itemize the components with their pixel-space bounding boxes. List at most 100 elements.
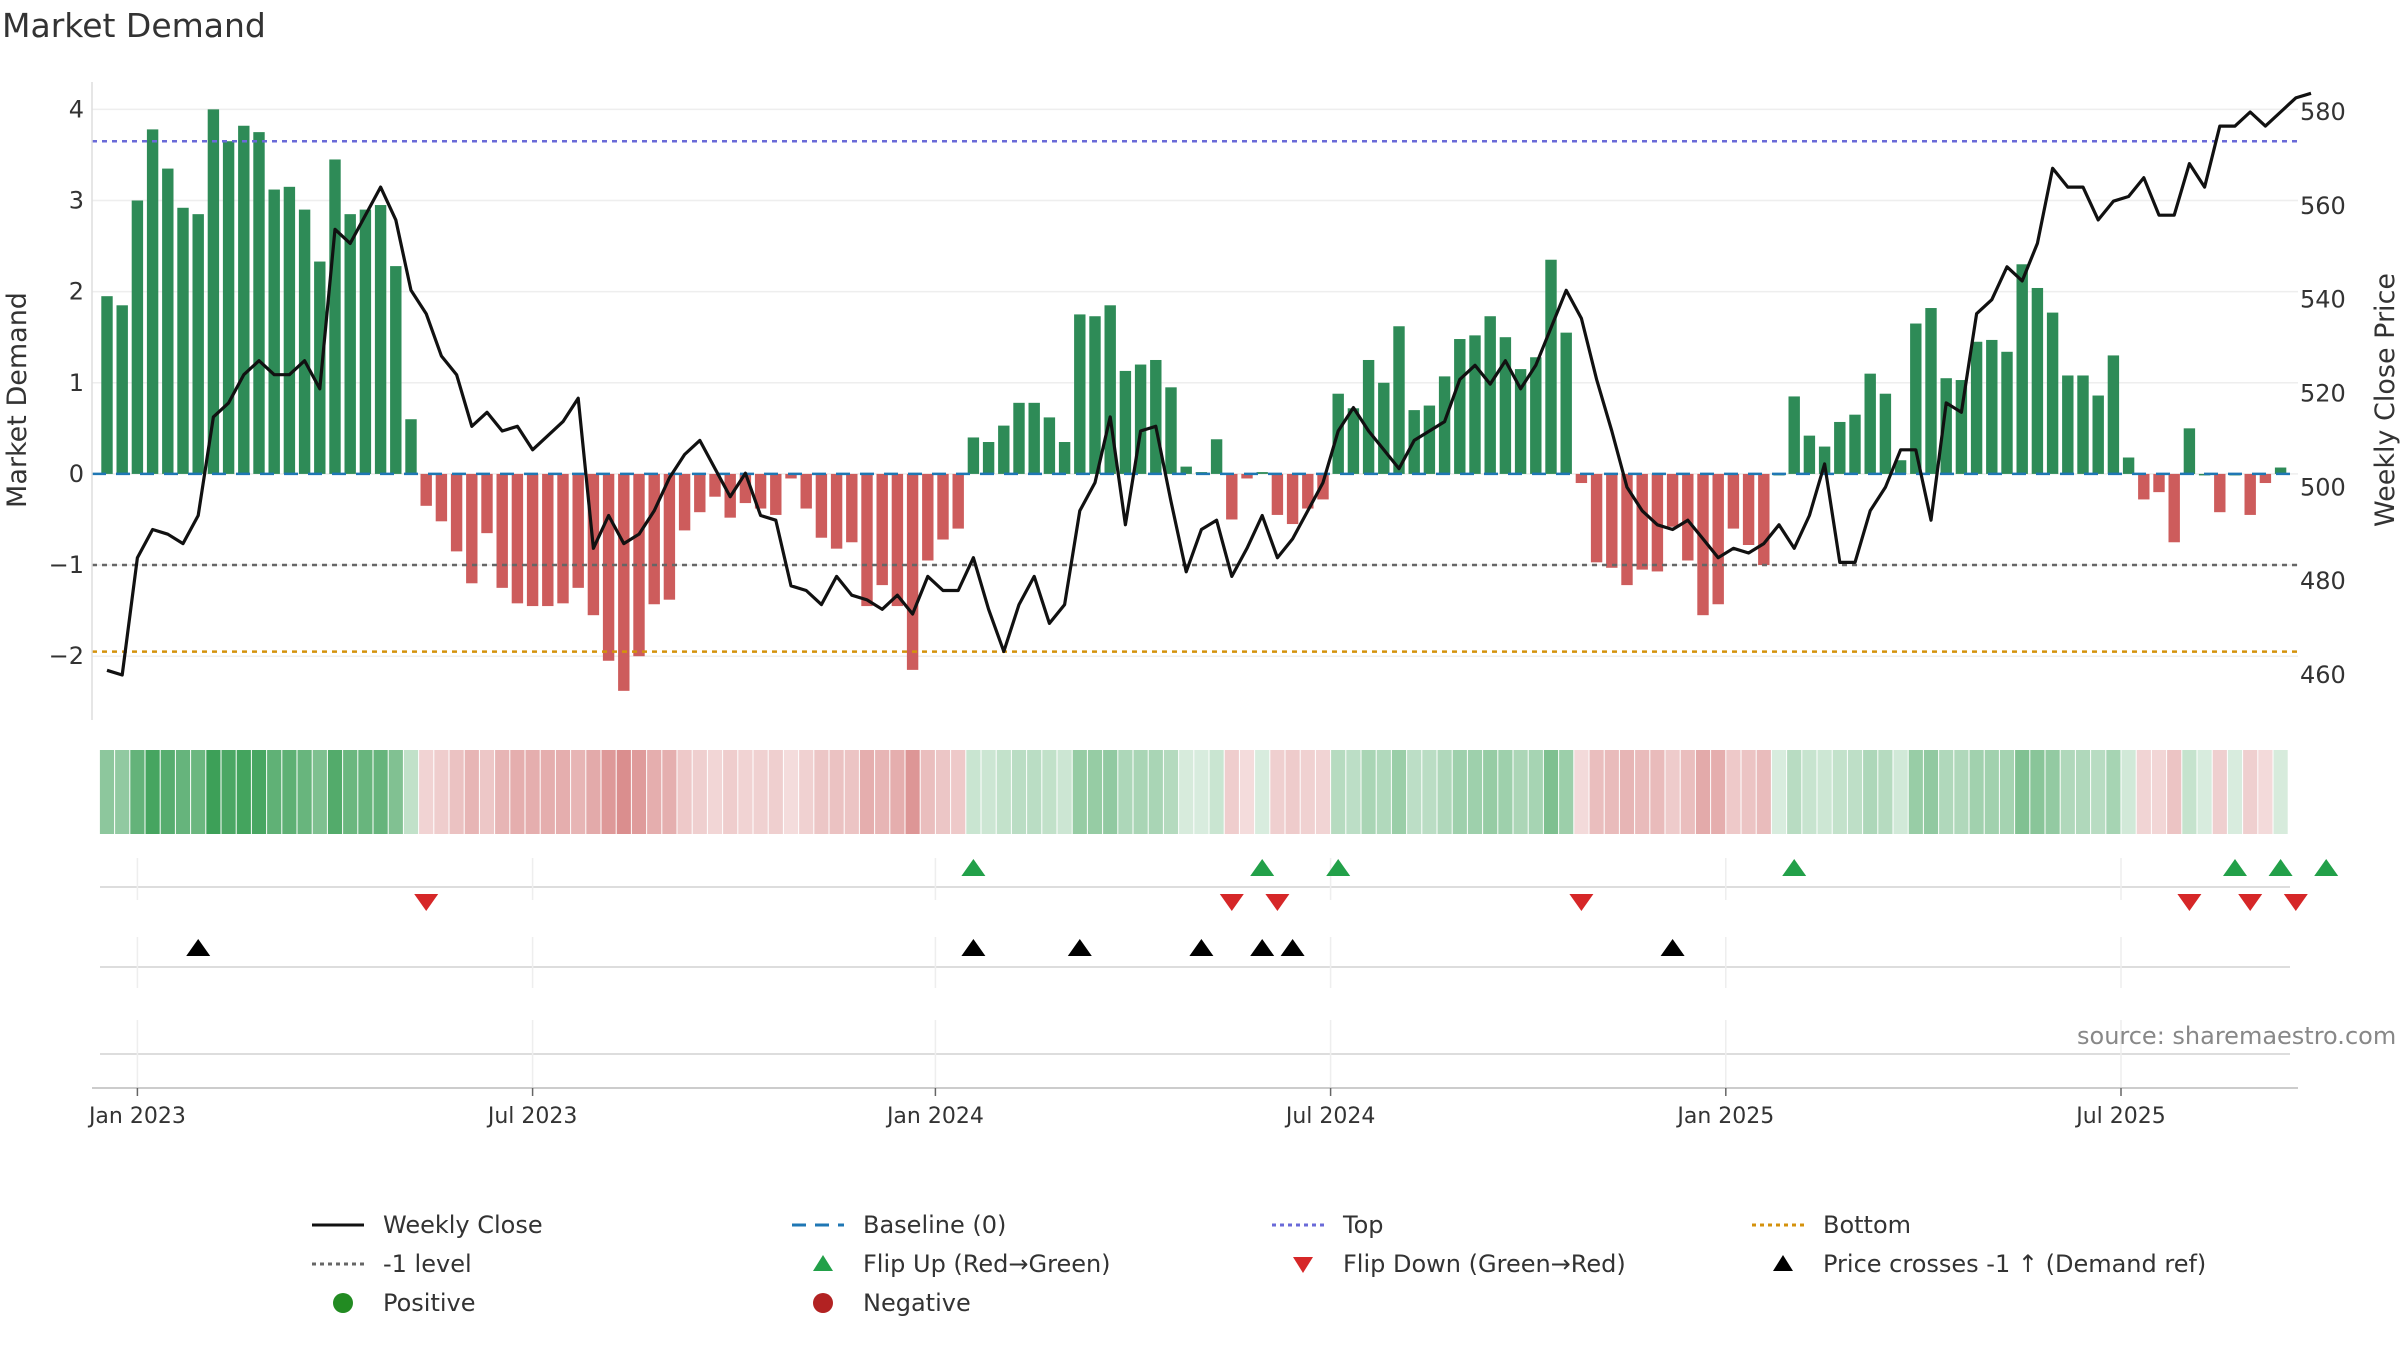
demand-bar-negative xyxy=(663,473,676,600)
heat-cell xyxy=(1163,750,1179,834)
heat-cell xyxy=(221,750,236,834)
heat-cell xyxy=(875,750,890,834)
legend-label: Positive xyxy=(383,1289,476,1317)
circle-icon xyxy=(813,1293,833,1313)
y2-tick-label: 560 xyxy=(2300,192,2346,220)
demand-bar-negative xyxy=(1226,473,1238,520)
demand-bar-negative xyxy=(1241,473,1253,479)
heat-cell xyxy=(2212,750,2227,834)
demand-bar-positive xyxy=(1150,359,1162,474)
triangle-down-icon xyxy=(1293,1257,1313,1273)
demand-bar-negative xyxy=(785,473,797,479)
heat-cell xyxy=(799,750,814,834)
heat-cell xyxy=(540,750,555,834)
heat-cell xyxy=(1908,750,1923,834)
heat-strip xyxy=(99,750,2288,834)
axes: −2 −1 0 1 2 3 4 460 480 500 520 540 560 580 Market Dem… xyxy=(2,82,2400,720)
legend-item-bottom: Bottom xyxy=(1740,1208,1911,1242)
y-tick-label: 2 xyxy=(69,278,84,306)
demand-bar-positive xyxy=(1393,326,1405,474)
demand-bar-positive xyxy=(1514,369,1527,474)
demand-bar-negative xyxy=(846,473,858,543)
heat-cell xyxy=(2197,750,2212,834)
heat-cell xyxy=(890,750,905,834)
heat-cell xyxy=(1787,750,1802,834)
flip-down-marker xyxy=(1569,894,1594,911)
heat-cell xyxy=(738,750,753,834)
source-label: source: sharemaestro.com xyxy=(2077,1022,2397,1050)
heat-cell xyxy=(647,750,662,834)
heat-cell xyxy=(2030,750,2045,834)
heat-cell xyxy=(571,750,586,834)
heat-cell xyxy=(768,750,783,834)
heat-cell xyxy=(1939,750,1954,834)
demand-bar-negative xyxy=(511,473,524,604)
demand-bar-positive xyxy=(2122,457,2135,474)
demand-bar-negative xyxy=(2214,473,2226,513)
demand-bar-negative xyxy=(1636,473,1648,570)
demand-bar-positive xyxy=(1043,417,1056,474)
heat-cell xyxy=(2167,750,2182,834)
heat-cell xyxy=(951,750,966,834)
demand-bar-negative xyxy=(466,473,478,584)
demand-bar-positive xyxy=(162,168,174,474)
flip-up-marker xyxy=(2268,859,2293,876)
demand-bar-negative xyxy=(937,473,949,540)
heat-cell xyxy=(1072,750,1087,834)
demand-bar-negative xyxy=(496,473,508,588)
heat-cell xyxy=(191,750,206,834)
heat-cell xyxy=(1589,750,1604,834)
heat-cell xyxy=(464,750,479,834)
demand-bar-positive xyxy=(359,209,372,474)
heat-cell xyxy=(1498,750,1513,834)
heat-cell xyxy=(206,750,221,834)
heat-cell xyxy=(1346,750,1361,834)
heat-cell xyxy=(1954,750,1969,834)
heat-cell xyxy=(1467,750,1483,834)
demand-bar-positive xyxy=(2031,287,2044,474)
demand-bar-positive xyxy=(390,266,402,474)
demand-bar-positive xyxy=(1423,405,1436,474)
heat-cell xyxy=(434,750,449,834)
heat-cell xyxy=(1893,750,1908,834)
demand-bar-negative xyxy=(602,473,615,661)
demand-bar-positive xyxy=(314,261,326,474)
x-tick-label: Jan 2024 xyxy=(885,1104,984,1129)
demand-bar-positive xyxy=(1788,396,1800,474)
heat-cell xyxy=(373,750,388,834)
flip-down-marker xyxy=(2283,894,2308,911)
demand-bar-negative xyxy=(739,473,752,504)
heat-cell xyxy=(829,750,844,834)
heat-cell xyxy=(1194,750,1209,834)
demand-bar-positive xyxy=(177,207,189,474)
heat-cell xyxy=(145,750,160,834)
price-cross-marker xyxy=(1250,939,1275,956)
flip-up-marker xyxy=(1782,859,1807,876)
heat-cell xyxy=(981,750,996,834)
heat-cell xyxy=(1711,750,1726,834)
legend-label: Baseline (0) xyxy=(863,1211,1007,1239)
heat-cell xyxy=(1270,750,1285,834)
legend-item-top: Top xyxy=(1260,1208,1384,1242)
demand-bar-negative xyxy=(2244,473,2256,515)
demand-bar-positive xyxy=(329,159,341,474)
demand-bar-negative xyxy=(952,473,964,529)
demand-bar-negative xyxy=(876,473,888,586)
heat-cell xyxy=(996,750,1011,834)
demand-bar-positive xyxy=(1864,373,1876,474)
heat-cell xyxy=(1437,750,1452,834)
demand-bar-positive xyxy=(1028,402,1040,474)
x-tick-label: Jul 2023 xyxy=(486,1104,578,1129)
price-cross-marker xyxy=(1067,939,1092,956)
demand-bar-negative xyxy=(1590,473,1603,563)
heat-cell xyxy=(1224,750,1239,834)
heat-cell xyxy=(1042,750,1057,834)
heat-cell xyxy=(1741,750,1756,834)
legend: Weekly Close Baseline (0) Top Bottom -1 … xyxy=(300,1208,2260,1328)
heat-cell xyxy=(601,750,616,834)
legend-label: -1 level xyxy=(383,1250,472,1278)
demand-bar-positive xyxy=(1560,332,1572,474)
demand-bar-negative xyxy=(526,473,539,607)
heat-cell xyxy=(1969,750,1984,834)
heat-cell xyxy=(99,750,115,834)
